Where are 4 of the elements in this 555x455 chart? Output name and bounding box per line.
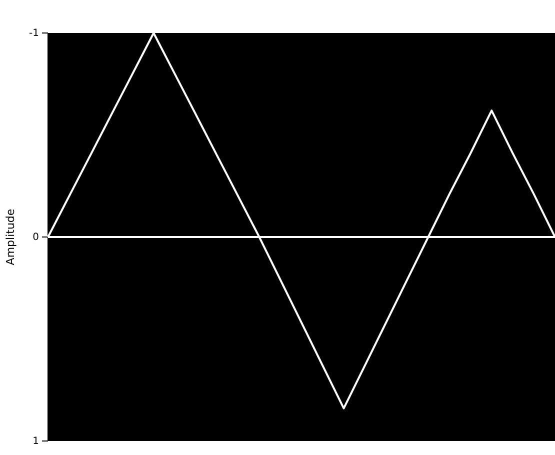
y-axis-title: Amplitude — [4, 208, 17, 266]
y-tick-label: -1 — [29, 28, 39, 40]
y-tick-label: 0 — [32, 232, 39, 244]
y-tick-label: 1 — [32, 436, 39, 448]
